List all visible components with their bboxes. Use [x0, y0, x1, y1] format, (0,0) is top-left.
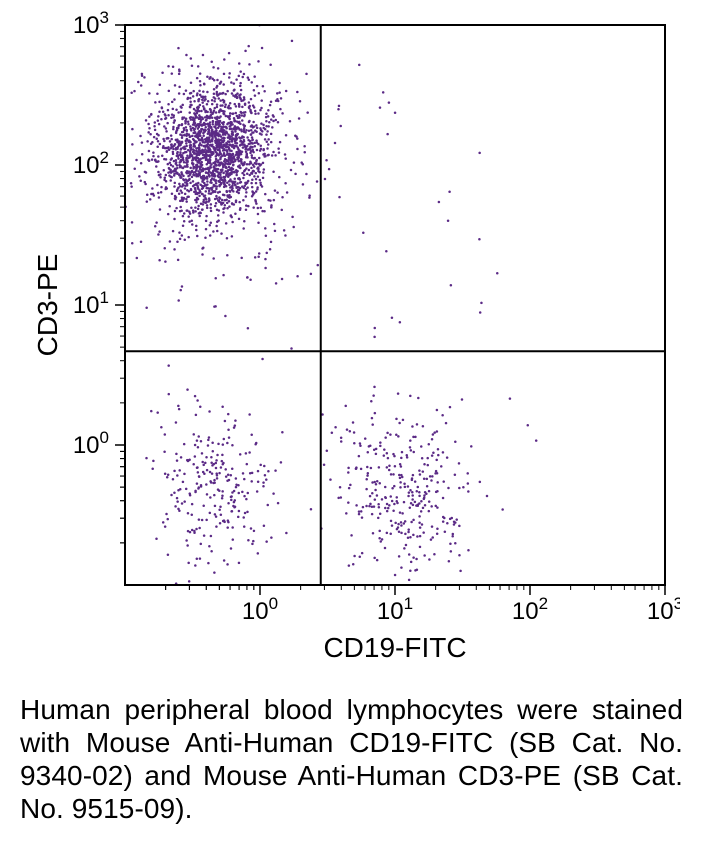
svg-text:102: 102 — [512, 594, 548, 625]
svg-text:102: 102 — [73, 148, 109, 179]
scatter-plot: 100 101 102 103 100 101 102 103 CD19-FITC CD3-PE — [30, 10, 680, 690]
x-axis-label: CD19-FITC — [323, 632, 466, 663]
svg-text:100: 100 — [73, 428, 109, 459]
y-axis-label: CD3-PE — [32, 254, 63, 357]
svg-text:100: 100 — [242, 594, 278, 625]
svg-text:101: 101 — [73, 288, 109, 319]
svg-text:101: 101 — [377, 594, 413, 625]
svg-text:103: 103 — [73, 10, 109, 39]
svg-text:103: 103 — [647, 594, 680, 625]
scatter-plot-container: 100 101 102 103 100 101 102 103 CD19-FITC CD3-PE — [30, 10, 680, 690]
figure-caption: Human peripheral blood lymphocytes were … — [20, 693, 683, 825]
